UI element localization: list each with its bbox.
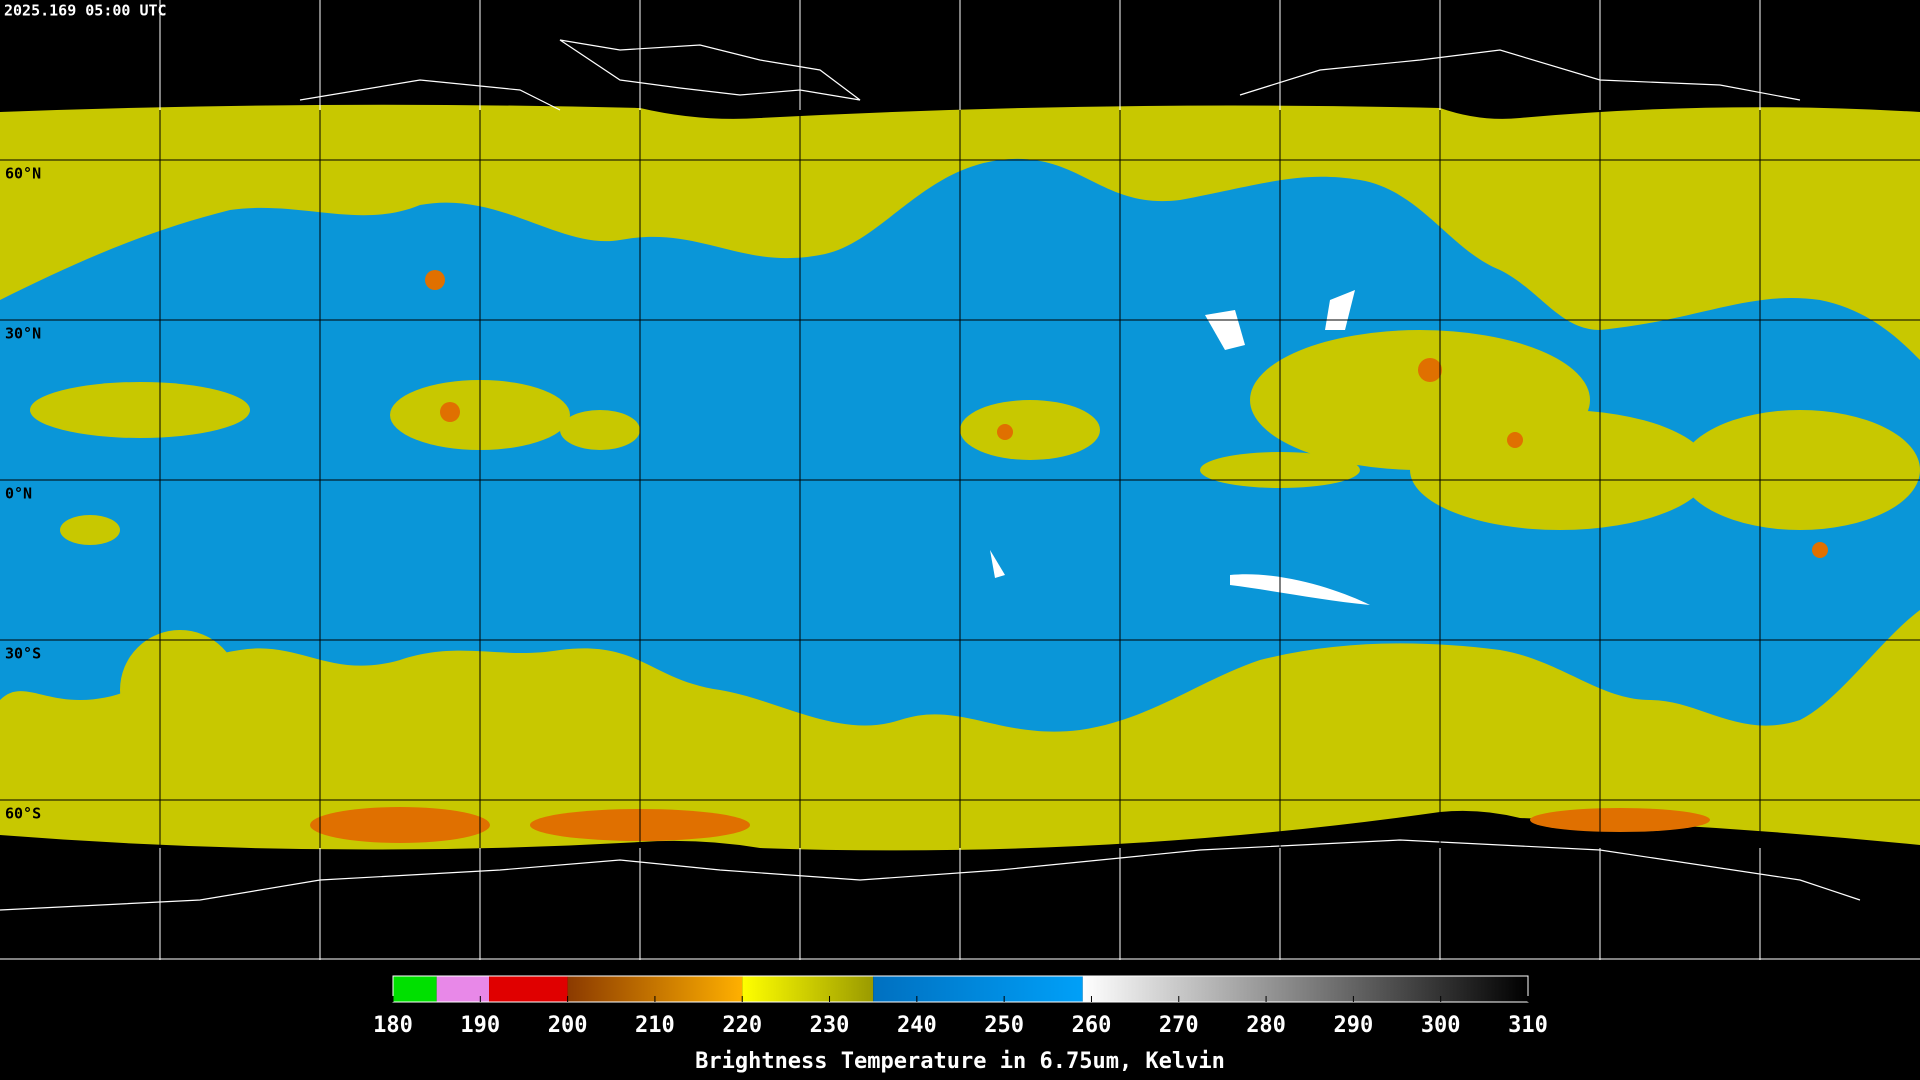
colorbar-tick-label: 270 xyxy=(1159,1013,1199,1038)
colorbar-tick-label: 180 xyxy=(373,1013,413,1038)
latitude-label: 0°N xyxy=(5,485,32,503)
latitude-label: 60°S xyxy=(5,805,41,823)
colorbar-segment xyxy=(489,976,568,1002)
colorbar-title: Brightness Temperature in 6.75um, Kelvin xyxy=(695,1049,1225,1074)
colorbar-tick-label: 220 xyxy=(722,1013,762,1038)
colorbar-tick-label: 200 xyxy=(548,1013,588,1038)
tropical-convection xyxy=(30,330,1920,750)
colorbar-tick-label: 290 xyxy=(1334,1013,1374,1038)
latitude-label: 30°N xyxy=(5,325,41,343)
colorbar-tick-label: 260 xyxy=(1072,1013,1112,1038)
colorbar-tick-label: 250 xyxy=(984,1013,1024,1038)
latitude-label: 30°S xyxy=(5,645,41,663)
colorbar-tick-label: 300 xyxy=(1421,1013,1461,1038)
colorbar-tick-label: 190 xyxy=(460,1013,500,1038)
colorbar-segment xyxy=(436,976,490,1002)
colorbar-tick-label: 280 xyxy=(1246,1013,1286,1038)
timestamp: 2025.169 05:00 UTC xyxy=(4,2,167,20)
colorbar-tick-label: 240 xyxy=(897,1013,937,1038)
colorbar-segment xyxy=(742,976,874,1002)
colorbar-segment xyxy=(393,976,437,1002)
colorbar-tick-label: 310 xyxy=(1508,1013,1548,1038)
colorbar-segment xyxy=(1082,976,1528,1002)
colorbar-tick-label: 230 xyxy=(810,1013,850,1038)
latitude-label: 60°N xyxy=(5,165,41,183)
colorbar-tick-label: 210 xyxy=(635,1013,675,1038)
colorbar-segment xyxy=(873,976,1083,1002)
colorbar-frame xyxy=(392,975,1529,1003)
